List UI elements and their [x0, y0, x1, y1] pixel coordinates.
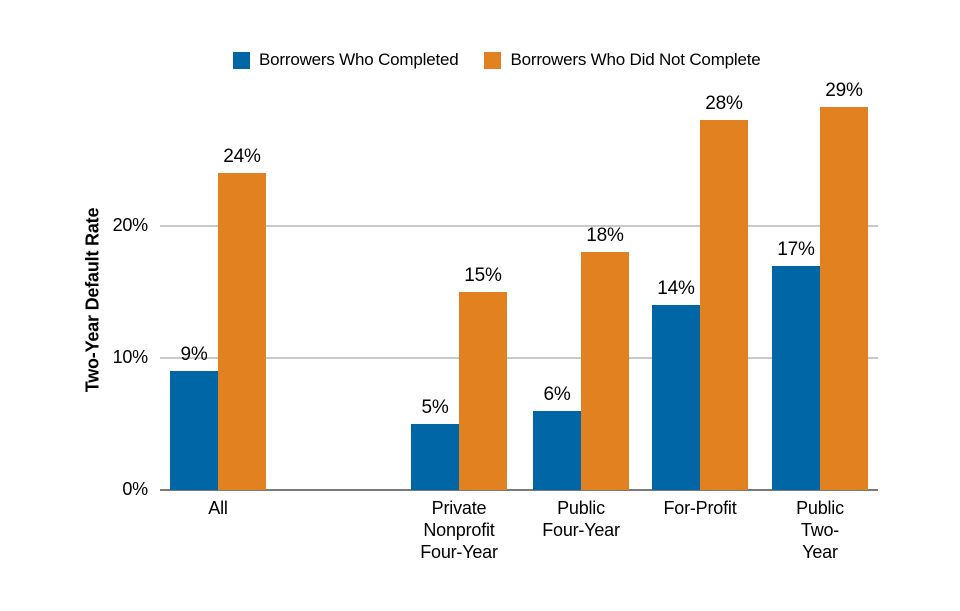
bar-value-label: 14%	[657, 278, 695, 300]
legend: Borrowers Who Completed Borrowers Who Did…	[233, 50, 761, 70]
bar-value-label: 6%	[543, 383, 571, 405]
category-label-3: For-Profit	[663, 498, 737, 518]
y-tick-label-10: 10%	[112, 347, 149, 368]
x-axis-category-labels: All Private Nonprofit Four-Year Public Fou…	[160, 497, 878, 577]
x-axis-line	[160, 489, 878, 491]
bar-completed-2	[533, 410, 581, 490]
plot-area: 9% 24% 5% 15% 6% 18% 14% 28% 17% 29%	[160, 80, 878, 491]
bar-value-label: 18%	[586, 225, 624, 247]
category-label-1: Private Nonprofit Four-Year	[420, 498, 498, 562]
gridline-10-percent	[160, 357, 878, 359]
legend-label: Borrowers Who Did Not Complete	[510, 50, 761, 69]
bar-not-completed-0	[218, 173, 266, 490]
bar-completed-4	[772, 265, 820, 490]
bar-value-label: 17%	[777, 238, 815, 260]
bar-value-label: 29%	[825, 80, 863, 102]
legend-swatch-orange	[484, 51, 502, 69]
category-label-4: Public Two-Year	[796, 498, 844, 562]
legend-swatch-blue	[233, 51, 250, 69]
bar-value-label: 5%	[421, 397, 449, 418]
bar-not-completed-4	[820, 107, 868, 490]
legend-item: Borrowers Who Did Not Complete	[484, 50, 761, 70]
gridline-20-percent	[160, 225, 878, 227]
bar-completed-0	[170, 371, 218, 490]
bar-not-completed-3	[700, 120, 748, 490]
bar-not-completed-2	[581, 252, 629, 490]
bar-value-label: 9%	[180, 344, 208, 366]
category-label-0: All	[208, 498, 228, 518]
bar-completed-1	[411, 424, 459, 490]
y-tick-label-0: 0%	[122, 479, 148, 500]
bar-not-completed-1	[459, 292, 507, 490]
legend-item: Borrowers Who Completed	[233, 50, 459, 70]
category-label-2: Public Four-Year	[542, 498, 620, 540]
bar-value-label: 15%	[464, 265, 502, 286]
y-axis-tick-labels: 0% 10% 20%	[96, 94, 149, 499]
legend-label: Borrowers Who Completed	[259, 50, 459, 69]
y-tick-label-20: 20%	[112, 215, 149, 236]
bar-value-label: 28%	[705, 93, 743, 115]
bar-value-label: 24%	[223, 146, 261, 168]
bar-completed-3	[652, 305, 700, 490]
